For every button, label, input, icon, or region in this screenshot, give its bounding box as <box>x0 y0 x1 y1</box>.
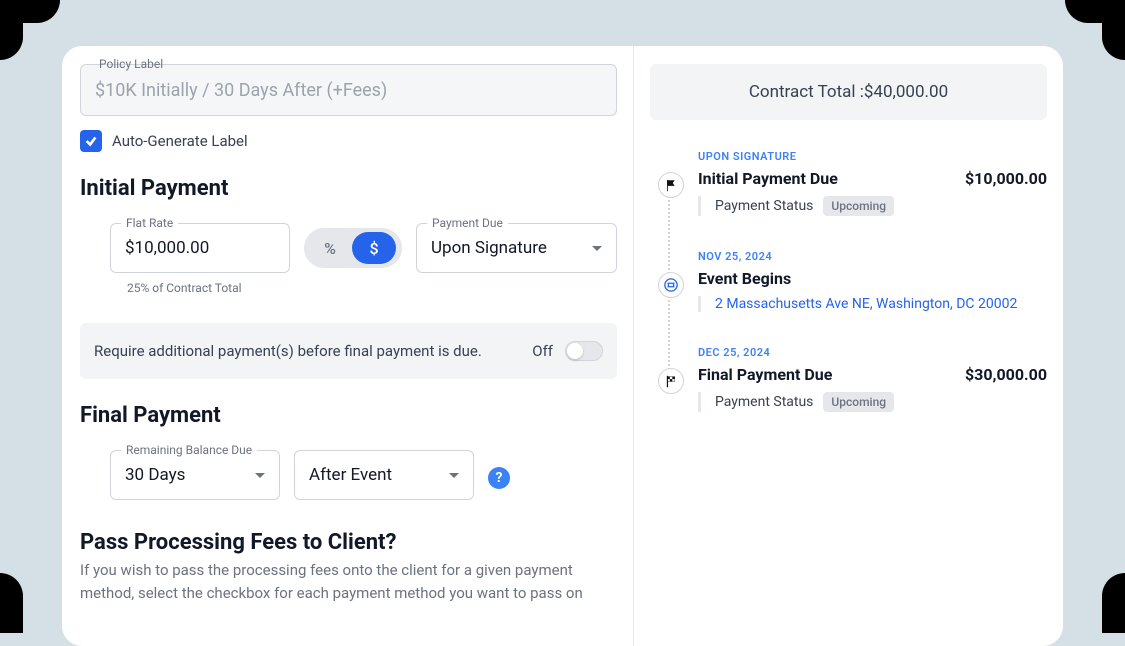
auto-generate-row[interactable]: Auto-Generate Label <box>80 130 617 152</box>
dollar-toggle[interactable]: $ <box>352 232 396 264</box>
payment-status-label: Payment Status <box>715 394 813 410</box>
chevron-down-icon <box>592 246 602 251</box>
contract-total-bar: Contract Total : $40,000.00 <box>650 64 1047 120</box>
percent-toggle[interactable]: % <box>308 232 352 264</box>
relative-to-select[interactable]: After Event <box>294 450 474 500</box>
timeline-title: Final Payment Due <box>698 365 832 384</box>
chevron-down-icon <box>449 473 459 478</box>
payment-status-label: Payment Status <box>715 198 813 214</box>
flat-rate-caption: Flat Rate <box>121 216 178 230</box>
fees-heading: Pass Processing Fees to Client? <box>80 530 617 555</box>
event-location-link[interactable]: 2 Massachusetts Ave NE, Washington, DC 2… <box>715 296 1017 312</box>
flag-icon <box>658 172 684 198</box>
payment-timeline: UPON SIGNATURE Initial Payment Due $10,0… <box>650 150 1047 412</box>
contract-total-label: Contract Total : <box>749 82 864 102</box>
timeline-item: DEC 25, 2024 Final Payment Due $30,000.0… <box>658 346 1047 412</box>
fees-description: If you wish to pass the processing fees … <box>80 559 617 604</box>
flag-checkered-icon <box>658 368 684 394</box>
timeline-title: Event Begins <box>698 269 791 288</box>
left-panel: Policy Label $10K Initially / 30 Days Af… <box>62 46 634 646</box>
timeline-title: Initial Payment Due <box>698 169 838 188</box>
remaining-balance-select[interactable]: Remaining Balance Due 30 Days <box>110 450 280 500</box>
flat-rate-input[interactable]: Flat Rate $10,000.00 <box>110 223 290 273</box>
logo-icon <box>658 272 684 298</box>
timeline-sub: Payment Status Upcoming <box>698 392 1047 412</box>
timeline-item: NOV 25, 2024 Event Begins 2 Massachusett… <box>658 250 1047 312</box>
timeline-item: UPON SIGNATURE Initial Payment Due $10,0… <box>658 150 1047 216</box>
flat-rate-value: $10,000.00 <box>125 238 209 258</box>
payment-due-select[interactable]: Payment Due Upon Signature <box>416 223 617 273</box>
policy-label-field[interactable]: Policy Label $10K Initially / 30 Days Af… <box>80 64 617 116</box>
payment-policy-card: Policy Label $10K Initially / 30 Days Af… <box>62 46 1063 646</box>
remaining-balance-value: 30 Days <box>125 465 255 485</box>
switch-knob <box>567 343 583 359</box>
timeline-amount: $10,000.00 <box>965 169 1047 188</box>
status-badge: Upcoming <box>823 196 894 216</box>
require-additional-row: Require additional payment(s) before fin… <box>80 323 617 379</box>
timeline-sub: Payment Status Upcoming <box>698 196 1047 216</box>
timeline-date: DEC 25, 2024 <box>698 346 1047 359</box>
payment-due-value: Upon Signature <box>431 238 592 258</box>
rate-type-toggle[interactable]: % $ <box>304 228 402 268</box>
initial-payment-heading: Initial Payment <box>80 176 617 201</box>
timeline-amount: $30,000.00 <box>965 365 1047 384</box>
require-additional-text: Require additional payment(s) before fin… <box>94 342 482 360</box>
contract-total-value: $40,000.00 <box>864 82 948 102</box>
relative-to-value: After Event <box>309 465 449 485</box>
remaining-balance-caption: Remaining Balance Due <box>121 443 257 457</box>
help-icon[interactable]: ? <box>488 467 510 489</box>
timeline-date: UPON SIGNATURE <box>698 150 1047 163</box>
timeline-sub: 2 Massachusetts Ave NE, Washington, DC 2… <box>698 296 1047 312</box>
flat-rate-subtext: 25% of Contract Total <box>110 281 290 295</box>
auto-generate-label: Auto-Generate Label <box>112 132 248 150</box>
check-icon <box>84 134 98 148</box>
payment-due-caption: Payment Due <box>427 216 508 230</box>
right-panel: Contract Total : $40,000.00 UPON SIGNATU… <box>634 46 1063 646</box>
auto-generate-checkbox[interactable] <box>80 130 102 152</box>
policy-label-caption: Policy Label <box>93 57 169 71</box>
chevron-down-icon <box>255 473 265 478</box>
require-additional-switch[interactable] <box>565 341 603 361</box>
require-additional-state: Off <box>532 342 553 360</box>
timeline-date: NOV 25, 2024 <box>698 250 1047 263</box>
policy-label-value: $10K Initially / 30 Days After (+Fees) <box>95 80 387 101</box>
status-badge: Upcoming <box>823 392 894 412</box>
final-payment-heading: Final Payment <box>80 403 617 428</box>
